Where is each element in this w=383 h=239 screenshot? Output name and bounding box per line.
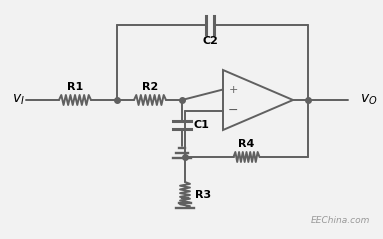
Text: +: + (228, 85, 238, 94)
Text: C2: C2 (202, 36, 218, 46)
Text: $v_O$: $v_O$ (360, 93, 378, 107)
Text: R1: R1 (67, 82, 83, 92)
Text: C1: C1 (194, 120, 210, 130)
Text: R2: R2 (142, 82, 158, 92)
Text: R3: R3 (195, 190, 211, 200)
Text: $v_I$: $v_I$ (12, 93, 25, 107)
Text: R4: R4 (238, 139, 255, 149)
Text: EEChina.com: EEChina.com (311, 216, 370, 225)
Text: −: − (228, 104, 238, 117)
